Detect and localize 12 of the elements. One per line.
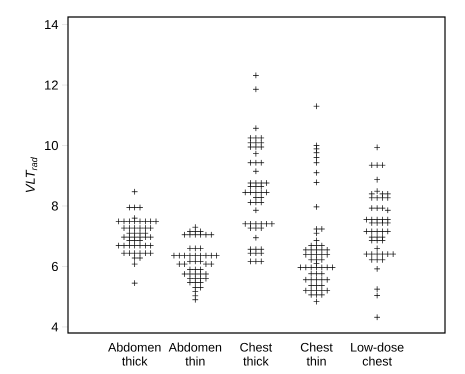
y-tick-label: 4	[52, 322, 58, 332]
x-tick-label: Chest thick	[240, 342, 272, 366]
y-tick-label: 8	[52, 201, 58, 211]
x-tick-label: Low-dose chest	[351, 342, 404, 366]
y-tick-label: 12	[45, 80, 58, 90]
y-tick-label: 6	[52, 262, 58, 272]
y-axis-title: VLT$_{rad}$	[26, 157, 38, 192]
y-tick-label: 10	[45, 140, 58, 150]
x-tick-label: Abdomen thick	[108, 342, 160, 366]
y-tick-label: 14	[45, 20, 58, 30]
x-tick-label: Chest thin	[300, 342, 333, 366]
x-tick-label: Abdomen thin	[168, 342, 222, 366]
